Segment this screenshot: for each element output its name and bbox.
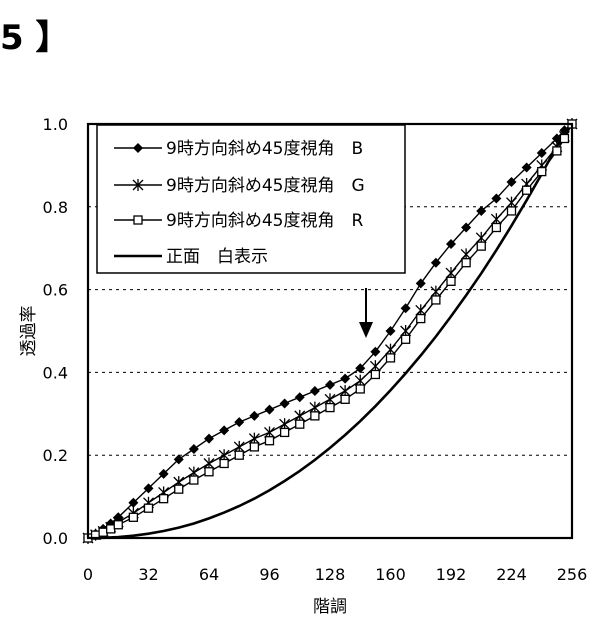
- legend-label: 9時方向斜め45度視角 B: [166, 139, 363, 159]
- annotation-arrow: [359, 288, 373, 338]
- data-point-square: [417, 315, 425, 323]
- x-tick-label: 224: [496, 565, 527, 584]
- data-point-diamond: [265, 405, 275, 415]
- data-point-diamond: [204, 434, 214, 444]
- data-point-diamond: [234, 417, 244, 427]
- data-point-square: [250, 443, 258, 451]
- legend-label: 9時方向斜め45度視角 G: [166, 176, 365, 196]
- data-point-square: [160, 495, 168, 503]
- data-point-square: [266, 437, 274, 445]
- data-point-square: [523, 186, 531, 194]
- data-point-diamond: [401, 303, 411, 313]
- data-point-square: [129, 513, 137, 521]
- legend-label: 9時方向斜め45度視角 R: [166, 211, 363, 231]
- data-point-diamond: [189, 444, 199, 454]
- data-point-diamond: [219, 425, 229, 435]
- data-point-square: [326, 404, 334, 412]
- y-tick-label: 0.2: [43, 446, 68, 465]
- data-point-square: [220, 459, 228, 467]
- y-tick-label: 0.0: [43, 529, 68, 548]
- data-point-square: [107, 525, 115, 533]
- data-point-square: [387, 354, 395, 362]
- data-point-square: [447, 277, 455, 285]
- data-point-diamond: [249, 411, 259, 421]
- y-tick-label: 0.8: [43, 198, 68, 217]
- data-point-square: [99, 528, 107, 536]
- data-point-square: [538, 168, 546, 176]
- y-tick-label: 0.6: [43, 281, 68, 300]
- data-point-square: [462, 259, 470, 267]
- y-axis-title: 透過率: [19, 306, 39, 357]
- x-tick-label: 96: [259, 565, 279, 584]
- data-point-diamond: [340, 374, 350, 384]
- data-point-diamond: [325, 380, 335, 390]
- data-point-square: [371, 370, 379, 378]
- data-point-square: [281, 428, 289, 436]
- data-point-square: [175, 485, 183, 493]
- data-point-square: [492, 224, 500, 232]
- data-point-square: [145, 504, 153, 512]
- data-point-square: [235, 451, 243, 459]
- data-point-square: [432, 296, 440, 304]
- data-point-diamond: [280, 398, 290, 408]
- x-tick-label: 192: [436, 565, 467, 584]
- x-tick-label: 128: [315, 565, 346, 584]
- data-point-square: [114, 521, 122, 529]
- data-point-diamond: [416, 278, 426, 288]
- data-point-square: [134, 216, 142, 224]
- legend: 9時方向斜め45度視角 B 9時方向斜め45度視角 G 9時方向斜め45度視角 R 正…: [97, 125, 405, 273]
- data-point-diamond: [386, 326, 396, 336]
- data-point-square: [205, 468, 213, 476]
- data-point-square: [508, 207, 516, 215]
- data-point-square: [296, 420, 304, 428]
- data-point-square: [341, 395, 349, 403]
- x-tick-label: 0: [83, 565, 93, 584]
- data-point-square: [553, 147, 561, 155]
- data-point-diamond: [295, 392, 305, 402]
- data-point-square: [477, 242, 485, 250]
- x-tick-label: 32: [138, 565, 158, 584]
- x-tick-label: 160: [375, 565, 406, 584]
- data-point-square: [356, 385, 364, 393]
- legend-label: 正面 白表示: [166, 247, 268, 267]
- data-point-square: [311, 412, 319, 420]
- data-point-square: [560, 134, 568, 142]
- data-point-diamond: [310, 386, 320, 396]
- x-tick-label: 256: [557, 565, 588, 584]
- x-tick-label: 64: [199, 565, 219, 584]
- y-tick-label: 1.0: [43, 115, 68, 134]
- data-point-square: [190, 476, 198, 484]
- x-axis-title: 階調: [313, 597, 347, 617]
- data-point-square: [402, 335, 410, 343]
- y-tick-label: 0.4: [43, 363, 68, 382]
